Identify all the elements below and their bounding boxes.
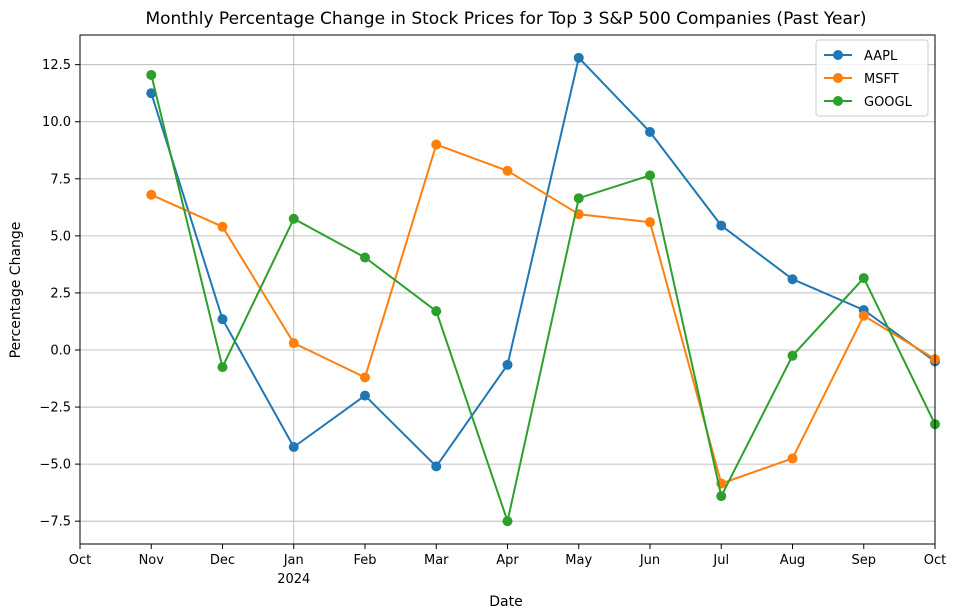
grid — [80, 35, 935, 544]
data-point — [217, 221, 228, 232]
x-tick-sublabel: 2024 — [277, 572, 310, 587]
data-point — [217, 314, 228, 325]
x-tick-label: Feb — [353, 553, 376, 568]
data-point — [431, 139, 442, 150]
y-tick-label: 2.5 — [50, 286, 71, 301]
legend-swatch-marker — [833, 96, 843, 106]
data-point — [360, 372, 370, 383]
y-tick-label: 5.0 — [50, 229, 71, 244]
y-tick-label: 0.0 — [50, 343, 71, 358]
series-line — [150, 56, 936, 468]
series-line — [150, 143, 936, 485]
x-axis: Oct Nov Dec Jan 2024 Feb Mar Apr May Jun Jul Aug Sep… — [69, 544, 946, 587]
legend-swatch-marker — [833, 50, 843, 60]
x-tick-label: Sep — [851, 553, 876, 568]
plot-frame — [79, 34, 936, 545]
y-axis-label: Percentage Change — [8, 222, 24, 359]
y-tick-label: 7.5 — [50, 172, 71, 187]
x-tick-label: Nov — [139, 553, 165, 568]
x-tick-label: Oct — [69, 553, 91, 568]
x-tick-label: Aug — [780, 553, 805, 568]
data-point — [431, 306, 442, 317]
data-point — [146, 88, 157, 99]
data-point — [146, 189, 157, 200]
y-axis: −7.5 −5.0 −2.5 0.0 2.5 5.0 7.5 10.0 12.5 — [39, 58, 80, 530]
x-tick-label: Jun — [639, 553, 660, 568]
data-point — [431, 461, 442, 472]
x-tick-label: Oct — [924, 553, 946, 568]
data-point — [573, 52, 584, 63]
legend: AAPL MSFT GOOGL — [815, 39, 929, 117]
data-point — [360, 390, 370, 401]
data-point — [645, 127, 655, 138]
legend-label: AAPL — [864, 49, 898, 64]
data-point — [288, 441, 299, 452]
legend-item: GOOGL — [824, 95, 913, 110]
data-point — [288, 338, 299, 349]
data-point — [716, 220, 727, 231]
series-googl — [146, 69, 940, 527]
y-tick-label: −2.5 — [39, 401, 71, 416]
data-point — [573, 193, 584, 204]
data-point — [360, 252, 370, 263]
legend-box — [815, 39, 929, 117]
series-line — [150, 74, 936, 523]
data-point — [502, 165, 513, 176]
data-point — [645, 170, 655, 181]
data-point — [502, 359, 513, 370]
y-tick-label: −7.5 — [39, 515, 71, 530]
data-point — [858, 273, 869, 284]
chart-title: Monthly Percentage Change in Stock Price… — [145, 9, 866, 29]
x-tick-label: Jan — [283, 553, 304, 568]
legend-item: AAPL — [824, 49, 898, 64]
y-tick-label: 10.0 — [42, 115, 71, 130]
data-point — [787, 274, 798, 285]
data-point — [787, 453, 798, 464]
y-tick-label: −5.0 — [39, 458, 71, 473]
series-msft — [146, 139, 940, 489]
y-tick-label: 12.5 — [42, 58, 71, 73]
series-aapl — [146, 52, 940, 472]
data-point — [217, 362, 228, 373]
data-point — [716, 491, 727, 502]
data-point — [288, 213, 299, 224]
legend-label: GOOGL — [864, 95, 913, 110]
x-tick-label: Dec — [210, 553, 235, 568]
data-point — [858, 310, 869, 321]
data-point — [645, 217, 655, 228]
legend-item: MSFT — [824, 72, 899, 87]
legend-label: MSFT — [864, 72, 899, 87]
legend-swatch-marker — [833, 73, 843, 83]
data-point — [146, 69, 157, 80]
data-point — [787, 350, 798, 361]
x-tick-label: Mar — [424, 553, 449, 568]
x-tick-label: May — [565, 553, 592, 568]
data-point — [502, 516, 513, 527]
x-tick-label: Apr — [496, 553, 519, 568]
series-layer — [146, 52, 940, 527]
x-tick-label: Jul — [712, 553, 729, 568]
x-axis-label: Date — [489, 594, 522, 610]
